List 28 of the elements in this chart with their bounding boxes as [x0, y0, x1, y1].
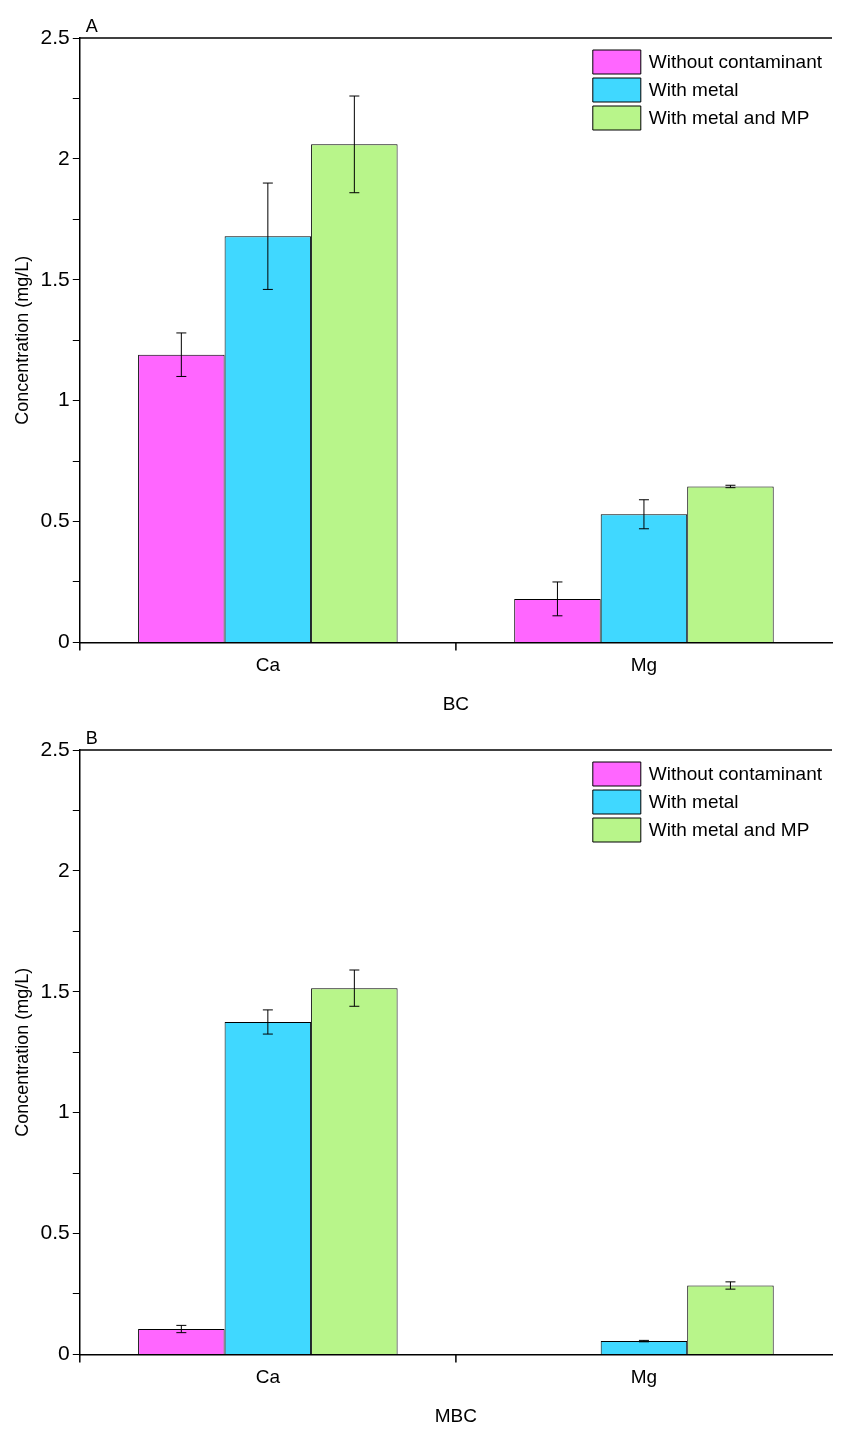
chart-title: A — [85, 15, 98, 36]
y-axis-title: Concentration (mg/L) — [11, 255, 32, 425]
x-tick-label: Mg — [630, 654, 658, 676]
y-tick-label: 2 — [58, 145, 70, 169]
x-tick-label: Ca — [255, 1366, 281, 1388]
legend-label: With metal and MP — [648, 107, 810, 129]
y-tick-label: 1.5 — [40, 266, 70, 290]
y-tick-label: 2.5 — [40, 24, 70, 48]
y-tick-label: 1.5 — [40, 978, 70, 1002]
legend-label: With metal and MP — [648, 819, 810, 841]
y-tick-label: 0 — [58, 629, 70, 653]
legend-label: Without contaminant — [648, 763, 823, 785]
chart-title: B — [85, 727, 98, 748]
y-tick-label: 0.5 — [40, 1220, 70, 1244]
legend-label: Without contaminant — [648, 51, 823, 73]
x-axis-title: BC — [442, 692, 470, 714]
legend-label: With metal — [648, 791, 739, 813]
x-tick-label: Ca — [255, 654, 281, 676]
y-tick-label: 2.5 — [40, 736, 70, 760]
y-tick-label: 0.5 — [40, 508, 70, 532]
legend-label: With metal — [648, 79, 739, 101]
x-axis-title: MBC — [434, 1404, 478, 1426]
y-tick-label: 1 — [58, 1099, 70, 1123]
y-tick-label: 2 — [58, 857, 70, 881]
y-axis-title: Concentration (mg/L) — [11, 967, 32, 1137]
y-tick-label: 0 — [58, 1341, 70, 1365]
x-tick-label: Mg — [630, 1366, 658, 1388]
y-tick-label: 1 — [58, 387, 70, 411]
